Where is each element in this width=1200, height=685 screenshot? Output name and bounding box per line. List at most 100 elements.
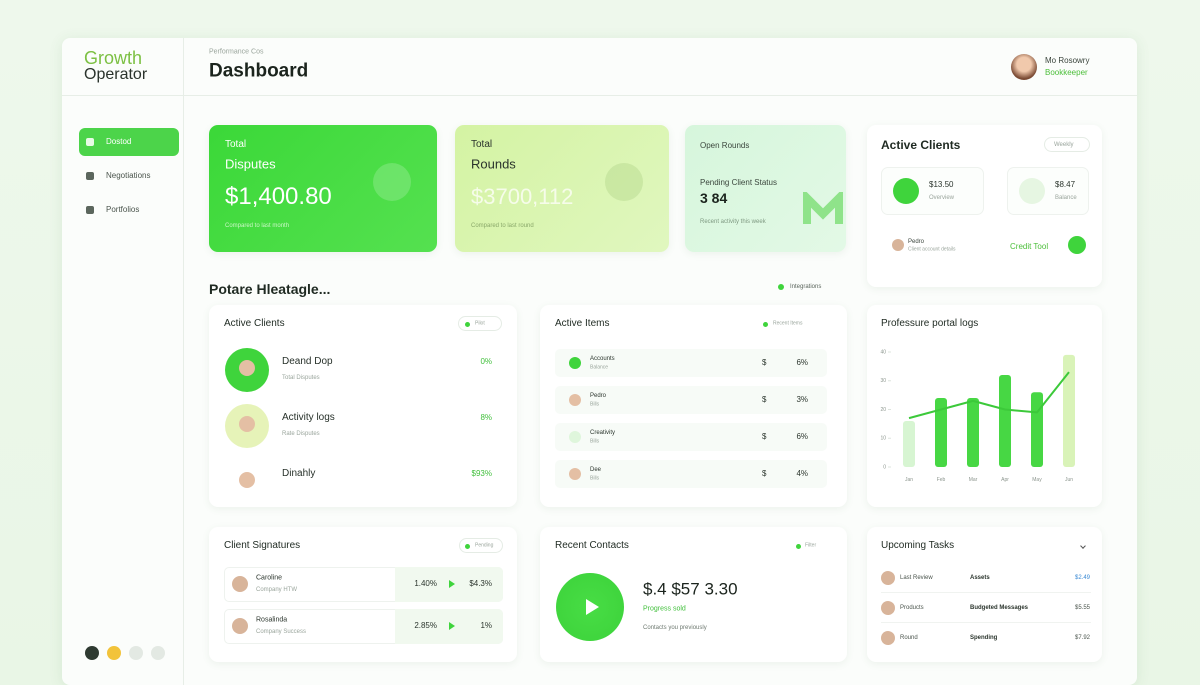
- summary-value: $13.50: [929, 180, 954, 189]
- x-tick-label: Apr: [1001, 477, 1009, 483]
- item-pct: 6%: [796, 358, 808, 367]
- stat-label: Pending Client Status: [700, 178, 777, 187]
- client-pct: $93%: [471, 469, 492, 478]
- signer-name: Caroline: [256, 574, 283, 582]
- item-name: Pedro: [590, 393, 607, 399]
- item-currency: $: [762, 395, 767, 404]
- item-currency: $: [762, 432, 767, 441]
- task-item: Assets: [970, 575, 990, 581]
- stat-note: Recent activity this week: [700, 219, 766, 225]
- client-face: [239, 472, 255, 488]
- y-tick-label: 30: [880, 378, 886, 384]
- task-avatar: [881, 631, 895, 645]
- signature-value: $4.3%: [469, 579, 492, 588]
- summary-value: $8.47: [1055, 180, 1076, 189]
- stat-label: Total: [471, 139, 493, 150]
- nav-icon: [86, 138, 94, 146]
- item-icon: [569, 468, 581, 480]
- item-sub: Bills: [590, 475, 600, 482]
- brand-line2: Operator: [84, 66, 148, 83]
- item-row: [555, 460, 827, 488]
- signer-avatar: [232, 576, 248, 592]
- x-tick-label: Jan: [905, 477, 913, 483]
- x-tick-label: May: [1032, 477, 1042, 483]
- bar: [967, 398, 979, 467]
- filter-label[interactable]: Recent Items: [773, 320, 803, 327]
- item-row: [555, 423, 827, 451]
- item-row: [555, 349, 827, 377]
- filter-pill: [1044, 137, 1090, 152]
- sidebar-divider: [183, 38, 184, 685]
- signer-name: Rosalinda: [256, 616, 288, 624]
- contacts-status: Progress sold: [643, 605, 686, 613]
- task-amount: $2.49: [1074, 575, 1090, 581]
- filter-label[interactable]: Weekly: [1054, 142, 1074, 148]
- badge-label: Pending: [475, 542, 494, 549]
- item-icon: [569, 394, 581, 406]
- chart-title: Professure portal logs: [881, 318, 979, 329]
- signer-sub: Company Success: [256, 629, 307, 635]
- badge-dot: [464, 543, 470, 549]
- stat-card: [455, 125, 669, 252]
- stat-decoration: [373, 163, 411, 201]
- stat-decoration: [803, 192, 843, 224]
- stat-value: $1,400.80: [225, 183, 332, 210]
- upcoming-tasks-card: [867, 527, 1102, 662]
- badge: [459, 538, 503, 553]
- section-dot: [778, 284, 784, 290]
- signer-sub: Company HTW: [256, 587, 298, 593]
- signature-arrow: [449, 580, 455, 588]
- person-note: Client account details: [908, 246, 956, 253]
- task-divider: [881, 592, 1091, 593]
- task-item: Budgeted Messages: [970, 605, 1029, 611]
- item-currency: $: [762, 358, 767, 367]
- item-pct: 4%: [796, 469, 808, 478]
- sidebar-icon: [107, 646, 121, 660]
- client-sub: Total Disputes: [282, 375, 320, 381]
- section-link[interactable]: Integrations: [790, 284, 822, 290]
- filter-label[interactable]: Pilot: [475, 320, 485, 327]
- card-title: Recent Contacts: [555, 540, 629, 551]
- summary-label: Balance: [1055, 195, 1077, 201]
- x-tick-label: Feb: [937, 477, 946, 483]
- bar: [1063, 354, 1075, 467]
- signature-rate: 1.40%: [414, 579, 437, 588]
- stat-value: 3 84: [700, 190, 728, 206]
- bar: [903, 421, 915, 467]
- y-tick-label: 10: [880, 436, 886, 442]
- stat-label: Open Rounds: [700, 141, 750, 150]
- sidebar-icon: [151, 646, 165, 660]
- filter-label[interactable]: Filter: [805, 542, 817, 549]
- nav-item[interactable]: Portfolios: [106, 205, 140, 214]
- signature-value: 1%: [480, 621, 492, 630]
- filter-pill: [458, 316, 502, 331]
- action-button[interactable]: [1068, 236, 1086, 254]
- person-name: Pedro: [908, 239, 925, 245]
- nav-item[interactable]: Dostod: [106, 137, 132, 146]
- filter-dot: [464, 321, 470, 327]
- nav-item[interactable]: Negotiations: [106, 171, 151, 180]
- summary-icon: [893, 178, 919, 204]
- header-divider: [62, 95, 1137, 96]
- task-item: Spending: [970, 635, 998, 641]
- client-name: Deand Dop: [282, 356, 333, 367]
- item-name: Accounts: [590, 356, 615, 362]
- nav-active-bg: [79, 128, 179, 156]
- client-name: Dinahly: [282, 468, 316, 479]
- task-name: Round: [900, 635, 918, 641]
- task-avatar: [881, 601, 895, 615]
- item-sub: Bills: [590, 438, 600, 445]
- chart-card: [867, 305, 1102, 507]
- client-face: [239, 360, 255, 376]
- y-tick-label: 20: [880, 407, 886, 413]
- bar: [999, 375, 1011, 467]
- trend-line: [908, 371, 1070, 420]
- contacts-amount: $.4 $57 3.30: [643, 579, 738, 599]
- breadcrumb: Performance Cos: [209, 48, 264, 56]
- stat-note: Compared to last month: [225, 223, 290, 229]
- user-name: Mo Rosowry: [1045, 56, 1090, 65]
- stat-label: Rounds: [471, 156, 516, 172]
- client-name: Activity logs: [282, 412, 335, 423]
- item-row: [555, 386, 827, 414]
